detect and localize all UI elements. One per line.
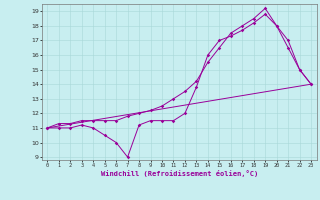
X-axis label: Windchill (Refroidissement éolien,°C): Windchill (Refroidissement éolien,°C) bbox=[100, 170, 258, 177]
